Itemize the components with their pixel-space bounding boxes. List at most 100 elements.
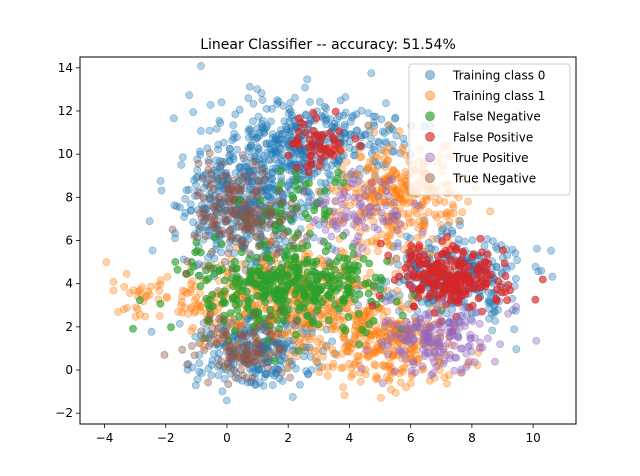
data-point [257,233,266,241]
data-point [230,249,239,258]
data-point [254,336,263,345]
x-tick-label: −2 [157,431,175,445]
data-point [205,213,214,222]
data-point [189,262,198,271]
data-point [207,371,216,380]
data-point [315,97,324,106]
data-point [476,234,485,243]
data-point [409,302,418,311]
data-point [313,306,321,315]
data-point [192,173,201,182]
data-point [443,379,451,388]
data-point [379,361,388,370]
data-point [362,346,371,354]
data-point [234,343,243,352]
data-point [274,329,283,338]
data-point [226,309,235,317]
data-point [286,210,295,219]
data-point [224,380,233,389]
data-point [147,327,156,336]
data-point [531,262,540,271]
data-point [474,264,483,273]
data-point [492,263,501,272]
data-point [334,168,343,177]
data-point [334,279,343,288]
data-point [385,229,394,238]
data-point [308,316,317,325]
data-point [407,366,416,375]
data-point [248,171,257,180]
data-point [494,305,502,314]
data-point [257,253,266,262]
y-tick-label: 12 [58,104,73,118]
data-point [239,332,247,341]
data-point [222,396,231,405]
data-point [473,308,482,317]
data-point [331,107,340,116]
data-point [131,312,140,321]
data-point [508,245,517,254]
data-point [288,139,297,148]
data-point [122,269,131,278]
x-tick-label: 2 [284,431,292,445]
data-point [439,359,448,368]
data-point [359,254,368,263]
data-point [401,151,410,160]
data-point [255,128,264,137]
data-point [374,137,383,146]
data-point [366,202,375,211]
legend-label: Training class 0 [452,69,545,83]
data-point [187,280,195,288]
data-point [160,350,169,359]
data-point [342,228,350,237]
data-point [361,184,369,193]
data-point [250,212,259,221]
data-point [367,178,376,187]
data-point [301,110,310,119]
data-point [231,169,240,177]
data-point [434,273,443,282]
data-point [188,342,196,350]
data-point [253,85,262,93]
data-point [193,375,202,384]
data-point [510,325,519,334]
data-point [191,381,200,390]
data-point [333,115,342,123]
data-point [468,236,477,244]
data-point [218,387,227,396]
data-point [179,255,188,264]
data-point [132,303,140,312]
data-point [182,269,190,278]
data-point [377,393,385,402]
data-point [411,324,420,333]
data-point [370,169,379,178]
data-point [386,385,395,394]
data-point [301,128,310,137]
data-point [494,277,503,286]
data-point [215,361,224,370]
data-point [203,144,212,153]
data-point [300,187,309,195]
data-point [223,176,232,185]
points-layer [102,62,557,405]
data-point [271,211,280,220]
data-point [146,282,155,291]
data-point [431,210,439,219]
data-point [423,323,431,332]
data-point [316,272,325,281]
chart-title: Linear Classifier -- accuracy: 51.54% [200,37,456,53]
data-point [380,154,389,163]
data-point [324,169,332,178]
data-point [418,228,427,236]
data-point [416,314,425,323]
data-point [329,349,338,358]
data-point [227,235,235,244]
data-point [208,247,216,256]
data-point [261,320,270,329]
data-point [360,223,369,232]
data-point [470,358,479,367]
data-point [172,202,181,211]
data-point [322,120,331,129]
data-point [201,232,210,240]
data-point [454,333,463,342]
